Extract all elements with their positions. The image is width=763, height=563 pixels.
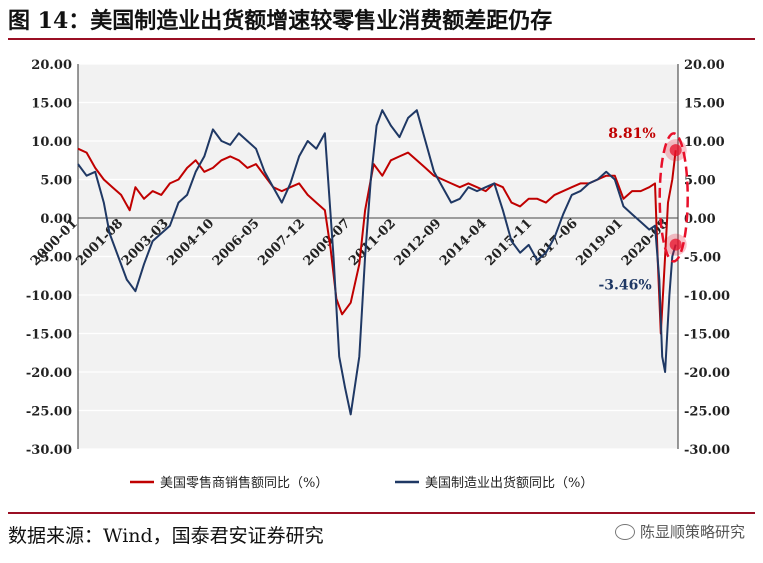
wechat-icon xyxy=(614,523,635,540)
y-tick-label-right: 20.00 xyxy=(684,58,725,73)
y-tick-label: -20.00 xyxy=(26,366,72,381)
retail-sales-line xyxy=(77,147,677,335)
y-tick-label-right: -30.00 xyxy=(684,443,730,458)
watermark: 陈显顺策略研究 xyxy=(614,521,745,542)
manufacturing-shipments-line xyxy=(77,109,677,416)
annotation-label: 8.81% xyxy=(608,126,655,142)
highlight-point xyxy=(669,238,682,251)
y-tick-label: 15.00 xyxy=(31,97,72,112)
y-tick-label-right: -5.00 xyxy=(684,251,721,266)
y-axis-left: 20.00 15.00 10.00 5.00 0.00 -5.00 -10.00 -15.00… xyxy=(26,58,72,458)
annotation-label: -3.46% xyxy=(598,278,651,294)
y-tick-label: -30.00 xyxy=(26,443,72,458)
y-tick-label: 5.00 xyxy=(40,174,72,189)
y-tick-label: 0.00 xyxy=(40,212,72,227)
y-axis-right: 20.00 15.00 10.00 5.00 0.00 -5.00 -10.00 -15.00… xyxy=(684,58,730,458)
series-group xyxy=(77,109,677,416)
y-tick-label-right: -10.00 xyxy=(684,289,730,304)
y-tick-label-right: 0.00 xyxy=(684,212,716,227)
y-tick-label-right: -20.00 xyxy=(684,366,730,381)
chart: 20.00 15.00 10.00 5.00 0.00 -5.00 -10.00 -15.00… xyxy=(26,58,730,491)
legend-label-retail: 美国零售商销售额同比（%） xyxy=(160,475,328,491)
watermark-text: 陈显顺策略研究 xyxy=(639,523,745,541)
annotation-group: 8.81% -3.46% xyxy=(598,126,689,294)
legend-label-manufacturing: 美国制造业出货额同比（%） xyxy=(425,475,593,491)
y-tick-label: -10.00 xyxy=(26,289,72,304)
y-tick-label: -15.00 xyxy=(26,328,72,343)
y-tick-label-right: -25.00 xyxy=(684,405,730,420)
y-tick-label-right: 15.00 xyxy=(684,97,725,112)
y-tick-label-right: 5.00 xyxy=(684,174,716,189)
y-tick-label: -25.00 xyxy=(26,405,72,420)
page-title: 图 14：美国制造业出货额增速较零售业消费额差距仍存 xyxy=(8,4,755,40)
y-tick-label: 10.00 xyxy=(31,135,72,150)
y-tick-label: -5.00 xyxy=(35,251,72,266)
legend: 美国零售商销售额同比（%） 美国制造业出货额同比（%） xyxy=(130,475,593,491)
y-tick-label: 20.00 xyxy=(31,58,72,73)
grid-lines xyxy=(77,63,679,450)
highlight-point xyxy=(669,144,682,157)
highlight-ellipse xyxy=(658,132,689,263)
y-tick-label-right: 10.00 xyxy=(684,135,725,150)
y-tick-label-right: -15.00 xyxy=(684,328,730,343)
data-source: 数据来源：Wind，国泰君安证券研究 xyxy=(8,512,755,558)
